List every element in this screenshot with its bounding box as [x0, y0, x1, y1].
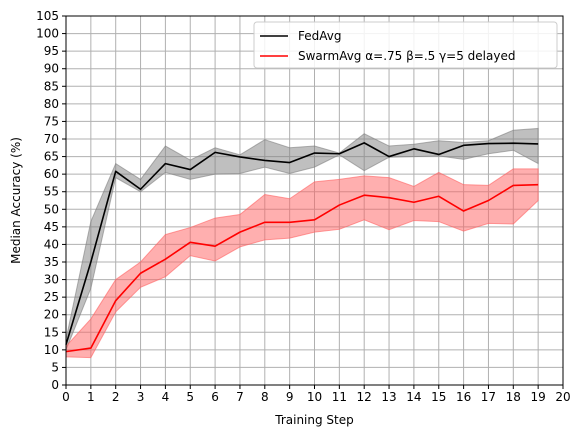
- x-tick-label: 2: [112, 390, 120, 404]
- x-tick-label: 8: [261, 390, 269, 404]
- y-tick-label: 75: [44, 114, 59, 128]
- y-tick-label: 10: [44, 343, 59, 357]
- y-tick-label: 65: [44, 150, 59, 164]
- x-axis-ticks: 0 1 2 3 4 5 6 7 8 9 10 11 12 13 14 15 16 17 18 19 20: [62, 385, 571, 404]
- y-tick-label: 30: [44, 273, 59, 287]
- y-tick-label: 45: [44, 220, 59, 234]
- x-tick-label: 20: [555, 390, 570, 404]
- legend-label-swarmavg: SwarmAvg α=.75 β=.5 γ=5 delayed: [298, 49, 515, 63]
- x-tick-label: 9: [286, 390, 294, 404]
- x-tick-label: 6: [211, 390, 219, 404]
- y-tick-label: 0: [51, 378, 59, 392]
- x-tick-label: 19: [531, 390, 546, 404]
- x-tick-label: 13: [381, 390, 396, 404]
- y-tick-label: 100: [36, 27, 59, 41]
- y-tick-label: 105: [36, 9, 59, 23]
- series-line-0: [65, 142, 539, 345]
- x-tick-label: 1: [87, 390, 95, 404]
- y-tick-label: 85: [44, 79, 59, 93]
- x-tick-label: 17: [481, 390, 496, 404]
- x-axis-label: Training Step: [274, 413, 354, 427]
- band-1: [65, 168, 539, 359]
- x-tick-label: 16: [456, 390, 471, 404]
- y-tick-label: 80: [44, 97, 59, 111]
- x-tick-label: 5: [186, 390, 194, 404]
- legend-box: [253, 21, 558, 69]
- x-tick-label: 10: [307, 390, 322, 404]
- y-tick-label: 95: [44, 44, 59, 58]
- y-tick-label: 35: [44, 255, 59, 269]
- confidence-bands: [65, 127, 539, 359]
- legend-label-fedavg: FedAvg: [298, 29, 341, 43]
- y-tick-label: 55: [44, 185, 59, 199]
- y-tick-label: 70: [44, 132, 59, 146]
- series-lines: [65, 142, 539, 353]
- x-tick-label: 18: [506, 390, 521, 404]
- legend: FedAvg SwarmAvg α=.75 β=.5 γ=5 delayed: [253, 21, 558, 69]
- x-tick-label: 14: [406, 390, 421, 404]
- y-tick-label: 50: [44, 202, 59, 216]
- x-tick-label: 12: [357, 390, 372, 404]
- y-tick-label: 25: [44, 290, 59, 304]
- x-tick-label: 15: [431, 390, 446, 404]
- y-tick-label: 60: [44, 167, 59, 181]
- x-tick-label: 0: [62, 390, 70, 404]
- x-tick-label: 7: [236, 390, 244, 404]
- y-tick-label: 5: [51, 360, 59, 374]
- band-0: [65, 127, 539, 351]
- x-tick-label: 4: [162, 390, 170, 404]
- y-tick-label: 40: [44, 237, 59, 251]
- series-line-1: [65, 183, 539, 353]
- y-tick-label: 20: [44, 308, 59, 322]
- x-tick-label: 11: [332, 390, 347, 404]
- y-tick-label: 15: [44, 325, 59, 339]
- y-tick-label: 90: [44, 62, 59, 76]
- y-axis-label: Median Accuracy (%): [9, 137, 23, 264]
- x-tick-label: 3: [137, 390, 145, 404]
- y-axis-ticks: 0 5 10 15 20 25 30 35 40 45 50 55 60 65 70 75 80 85 90 95 10…: [36, 9, 66, 392]
